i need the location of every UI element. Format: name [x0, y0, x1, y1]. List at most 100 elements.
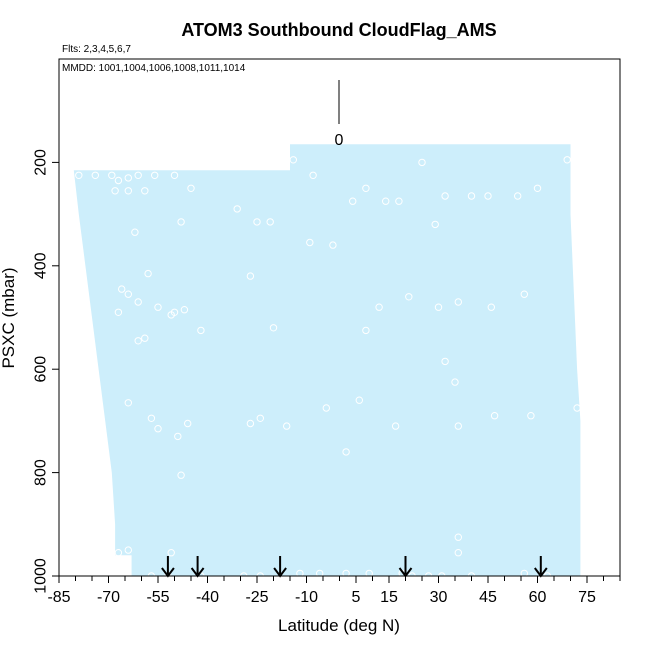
data-point	[177, 471, 185, 479]
cloud-flag-curtain	[73, 144, 581, 576]
data-point	[349, 197, 357, 205]
y-tick-label: 800	[33, 459, 50, 486]
data-point	[563, 156, 571, 164]
data-point	[269, 324, 278, 332]
curtain-area	[73, 144, 581, 576]
data-point	[316, 569, 324, 576]
x-axis-label: Latitude (deg N)	[278, 616, 400, 635]
data-point	[151, 171, 159, 180]
data-point	[418, 158, 426, 167]
data-point	[451, 378, 459, 386]
data-point	[177, 218, 185, 226]
flight-arrow-head	[273, 567, 287, 578]
data-point	[441, 192, 449, 200]
y-axis: 200 400 600 800 1000	[33, 149, 59, 594]
data-point	[111, 187, 119, 195]
data-point	[441, 357, 449, 366]
data-point	[490, 412, 499, 420]
data-point	[124, 290, 133, 298]
data-point	[514, 192, 522, 200]
data-point	[405, 293, 413, 301]
x-tick-label: 30	[430, 589, 448, 606]
data-point	[487, 303, 495, 311]
flight-arrow-head	[534, 567, 548, 578]
data-point	[167, 549, 175, 557]
data-point	[395, 197, 403, 205]
chart-title: ATOM3 Southbound CloudFlag_AMS	[181, 20, 496, 40]
y-tick-label: 200	[33, 149, 50, 176]
data-point	[342, 448, 350, 456]
data-point	[154, 303, 162, 311]
x-tick-label: 5	[352, 589, 361, 606]
data-point	[454, 549, 462, 557]
x-tick-label: -25	[245, 589, 268, 606]
data-point	[134, 171, 142, 180]
flight-arrows	[161, 556, 548, 578]
data-point	[306, 238, 314, 247]
data-point	[114, 549, 123, 557]
data-point	[391, 422, 400, 430]
data-point	[484, 192, 492, 200]
data-point	[184, 419, 192, 428]
data-point	[118, 285, 126, 293]
x-tick-label: 15	[380, 589, 398, 606]
data-point	[180, 306, 189, 314]
data-point	[266, 218, 274, 226]
data-point	[108, 171, 116, 180]
data-point	[91, 171, 100, 180]
data-point	[289, 156, 297, 164]
data-point	[114, 308, 123, 316]
x-tick-label: 75	[578, 589, 596, 606]
x-tick-label: 45	[479, 589, 497, 606]
data-point	[375, 303, 383, 311]
data-point	[527, 412, 535, 420]
data-point	[355, 396, 363, 404]
data-point	[144, 269, 152, 278]
data-point	[75, 171, 83, 180]
data-point	[382, 197, 390, 205]
x-tick-label: -40	[196, 589, 219, 606]
x-tick-label: -55	[146, 589, 169, 606]
data-point	[296, 569, 304, 576]
flight-arrow-head	[161, 567, 175, 578]
y-tick-label: 1000	[33, 558, 50, 594]
mmdd-label: MMDD: 1001,1004,1006,1008,1011,1014	[62, 63, 246, 74]
data-point	[170, 171, 179, 180]
data-point	[174, 432, 182, 441]
data-point	[124, 546, 133, 554]
data-point	[147, 414, 156, 422]
data-point	[362, 184, 370, 193]
legend-label: 0	[335, 132, 344, 149]
data-point	[256, 414, 264, 422]
data-point	[134, 337, 142, 345]
data-point	[114, 176, 123, 185]
x-tick-label: -10	[295, 589, 318, 606]
data-point	[170, 308, 179, 316]
data-point	[454, 533, 462, 541]
data-point	[154, 425, 162, 433]
data-point	[520, 569, 528, 576]
data-point	[573, 404, 581, 412]
data-point	[322, 404, 330, 412]
data-point	[520, 290, 528, 298]
data-point	[533, 184, 542, 193]
data-point	[134, 298, 142, 306]
data-point	[233, 205, 241, 213]
y-axis-label: PSXC (mbar)	[0, 267, 18, 368]
flights-label: Flts: 2,3,4,5,6,7	[62, 44, 131, 55]
data-point	[434, 303, 443, 311]
data-point	[309, 171, 317, 180]
data-point	[124, 174, 133, 182]
x-tick-label: -85	[47, 589, 70, 606]
data-point	[454, 298, 462, 306]
data-point	[124, 399, 133, 407]
data-point	[253, 218, 261, 226]
data-point	[329, 241, 337, 249]
flight-arrow-head	[190, 567, 205, 578]
data-point	[454, 422, 462, 430]
y-tick-label: 400	[33, 252, 50, 279]
data-point	[246, 419, 255, 428]
data-point	[467, 192, 476, 200]
data-point	[141, 187, 149, 195]
